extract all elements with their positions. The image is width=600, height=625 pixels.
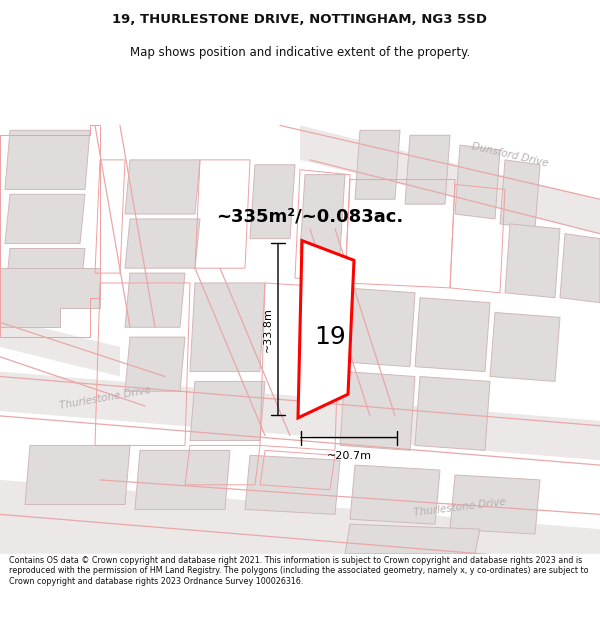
Polygon shape xyxy=(0,268,100,328)
Polygon shape xyxy=(355,131,400,199)
Polygon shape xyxy=(350,465,440,524)
Text: Map shows position and indicative extent of the property.: Map shows position and indicative extent… xyxy=(130,46,470,59)
Polygon shape xyxy=(25,446,130,504)
Text: ~20.7m: ~20.7m xyxy=(326,451,371,461)
Polygon shape xyxy=(5,249,85,298)
Text: 19, THURLESTONE DRIVE, NOTTINGHAM, NG3 5SD: 19, THURLESTONE DRIVE, NOTTINGHAM, NG3 5… xyxy=(113,14,487,26)
Text: Contains OS data © Crown copyright and database right 2021. This information is : Contains OS data © Crown copyright and d… xyxy=(9,556,589,586)
Polygon shape xyxy=(190,283,265,372)
Polygon shape xyxy=(300,126,600,234)
Polygon shape xyxy=(5,131,90,189)
Polygon shape xyxy=(345,524,480,554)
Polygon shape xyxy=(0,318,120,376)
Polygon shape xyxy=(125,219,200,268)
Polygon shape xyxy=(190,381,265,441)
Polygon shape xyxy=(125,273,185,328)
Text: ~33.8m: ~33.8m xyxy=(263,307,273,352)
Polygon shape xyxy=(0,372,600,460)
Polygon shape xyxy=(415,376,490,451)
Polygon shape xyxy=(125,337,185,391)
Polygon shape xyxy=(135,451,230,509)
Polygon shape xyxy=(490,312,560,381)
Polygon shape xyxy=(300,174,345,253)
Polygon shape xyxy=(405,135,450,204)
Polygon shape xyxy=(0,480,600,554)
Polygon shape xyxy=(450,475,540,534)
Polygon shape xyxy=(298,241,354,418)
Polygon shape xyxy=(455,145,500,219)
Text: Dunsford Drive: Dunsford Drive xyxy=(470,141,550,169)
Polygon shape xyxy=(340,372,415,451)
Polygon shape xyxy=(505,224,560,298)
Text: 19: 19 xyxy=(314,325,346,349)
Polygon shape xyxy=(560,234,600,302)
Polygon shape xyxy=(125,160,200,214)
Polygon shape xyxy=(5,194,85,244)
Text: ~335m²/~0.083ac.: ~335m²/~0.083ac. xyxy=(217,208,404,226)
Polygon shape xyxy=(415,298,490,372)
Polygon shape xyxy=(500,160,540,229)
Text: Thurlestone Drive: Thurlestone Drive xyxy=(413,497,507,518)
Polygon shape xyxy=(250,165,295,239)
Text: Thurlestone Drive: Thurlestone Drive xyxy=(58,385,152,411)
Polygon shape xyxy=(245,455,340,514)
Polygon shape xyxy=(340,288,415,367)
